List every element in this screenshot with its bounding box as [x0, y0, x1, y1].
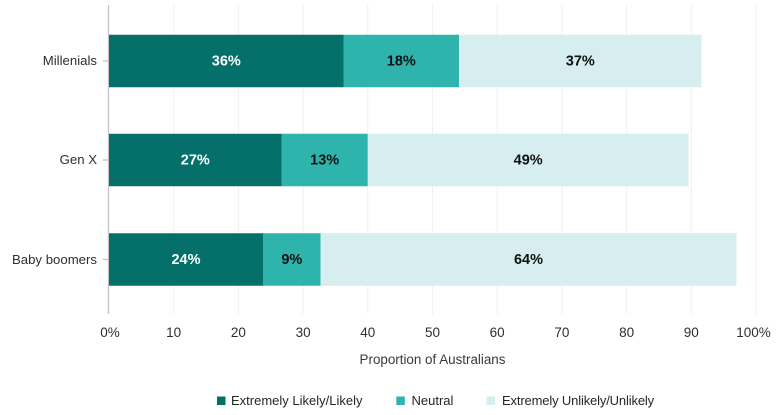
svg-text:30: 30 — [296, 325, 311, 340]
svg-text:50: 50 — [425, 325, 440, 340]
svg-text:Neutral: Neutral — [412, 393, 454, 408]
svg-text:0%: 0% — [100, 325, 120, 340]
svg-text:64%: 64% — [514, 252, 543, 268]
svg-text:60: 60 — [490, 325, 505, 340]
svg-text:9%: 9% — [281, 252, 302, 268]
svg-text:40: 40 — [360, 325, 375, 340]
svg-text:37%: 37% — [566, 54, 595, 70]
svg-text:Proportion of Australians: Proportion of Australians — [360, 352, 506, 367]
svg-text:Extremely Likely/Likely: Extremely Likely/Likely — [231, 393, 363, 408]
svg-text:36%: 36% — [212, 54, 241, 70]
svg-text:80: 80 — [619, 325, 634, 340]
svg-text:49%: 49% — [514, 153, 543, 169]
svg-text:Millenials: Millenials — [43, 53, 98, 68]
svg-text:Baby boomers: Baby boomers — [12, 252, 97, 267]
svg-text:27%: 27% — [181, 153, 210, 169]
svg-text:10: 10 — [166, 325, 181, 340]
svg-text:90: 90 — [684, 325, 699, 340]
svg-text:Extremely Unlikely/Unlikely: Extremely Unlikely/Unlikely — [502, 393, 655, 408]
svg-text:18%: 18% — [387, 54, 416, 70]
svg-text:20: 20 — [231, 325, 246, 340]
svg-text:13%: 13% — [310, 153, 339, 169]
svg-text:Gen X: Gen X — [60, 152, 98, 167]
svg-text:70: 70 — [554, 325, 569, 340]
svg-text:24%: 24% — [171, 252, 200, 268]
svg-text:100%: 100% — [736, 325, 771, 340]
